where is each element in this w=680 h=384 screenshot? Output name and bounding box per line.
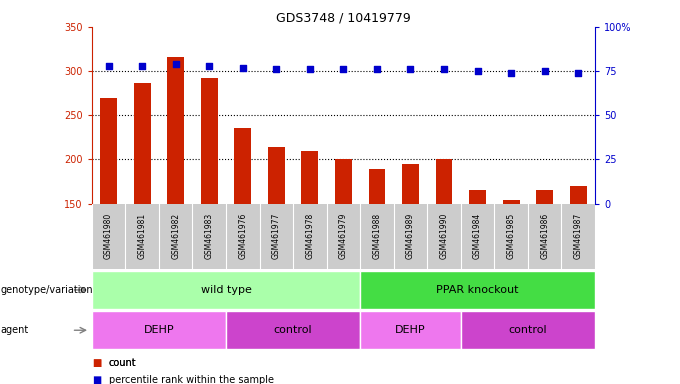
Text: DEHP: DEHP — [143, 325, 174, 335]
Bar — [369, 169, 386, 204]
Text: ■: ■ — [92, 358, 101, 368]
Bar — [402, 164, 419, 204]
Bar — [201, 78, 218, 204]
Text: GSM461981: GSM461981 — [137, 213, 147, 259]
Bar — [469, 190, 486, 204]
Text: wild type: wild type — [201, 285, 252, 295]
Text: GSM461985: GSM461985 — [507, 213, 515, 259]
Text: GSM461984: GSM461984 — [473, 213, 482, 259]
Point — [573, 70, 583, 76]
Text: ■: ■ — [92, 375, 101, 384]
Bar — [537, 190, 553, 204]
Point — [506, 70, 517, 76]
Point — [305, 66, 316, 72]
Point — [338, 66, 349, 72]
Point — [472, 68, 483, 74]
Text: DEHP: DEHP — [395, 325, 426, 335]
Point — [170, 61, 181, 67]
Text: GSM461989: GSM461989 — [406, 213, 415, 259]
Text: GSM461976: GSM461976 — [238, 213, 248, 259]
Bar — [360, 271, 595, 309]
Bar — [335, 159, 352, 204]
Point — [137, 63, 148, 69]
Text: GSM461990: GSM461990 — [439, 213, 449, 259]
Point — [439, 66, 449, 72]
Bar — [268, 147, 285, 204]
Text: agent: agent — [1, 325, 29, 335]
Text: GSM461980: GSM461980 — [104, 213, 113, 259]
Text: GSM461977: GSM461977 — [272, 213, 281, 259]
Bar — [134, 83, 150, 204]
Point — [237, 65, 248, 71]
Text: count: count — [109, 358, 137, 368]
Bar — [226, 311, 360, 349]
Text: GSM461988: GSM461988 — [373, 213, 381, 259]
Point — [103, 63, 114, 69]
Bar — [436, 159, 452, 204]
Bar — [360, 311, 461, 349]
Title: GDS3748 / 10419779: GDS3748 / 10419779 — [276, 11, 411, 24]
Text: count: count — [109, 358, 137, 368]
Text: GSM461986: GSM461986 — [540, 213, 549, 259]
Bar — [167, 57, 184, 204]
Bar — [92, 311, 226, 349]
Text: GSM461978: GSM461978 — [305, 213, 314, 259]
Point — [204, 63, 215, 69]
Text: percentile rank within the sample: percentile rank within the sample — [109, 375, 274, 384]
Point — [271, 66, 282, 72]
Bar — [235, 128, 251, 204]
Point — [371, 66, 382, 72]
Text: GSM461982: GSM461982 — [171, 213, 180, 259]
Text: genotype/variation: genotype/variation — [1, 285, 93, 295]
Point — [539, 68, 550, 74]
Bar — [100, 98, 117, 204]
Text: GSM461983: GSM461983 — [205, 213, 214, 259]
Bar — [301, 151, 318, 204]
Text: GSM461979: GSM461979 — [339, 213, 348, 259]
Bar — [92, 271, 360, 309]
Bar — [503, 200, 520, 204]
Text: ■: ■ — [92, 358, 101, 368]
Text: control: control — [274, 325, 312, 335]
Bar — [461, 311, 595, 349]
Text: GSM461987: GSM461987 — [574, 213, 583, 259]
Text: control: control — [509, 325, 547, 335]
Bar — [570, 186, 587, 204]
Point — [405, 66, 416, 72]
Text: PPAR knockout: PPAR knockout — [437, 285, 519, 295]
